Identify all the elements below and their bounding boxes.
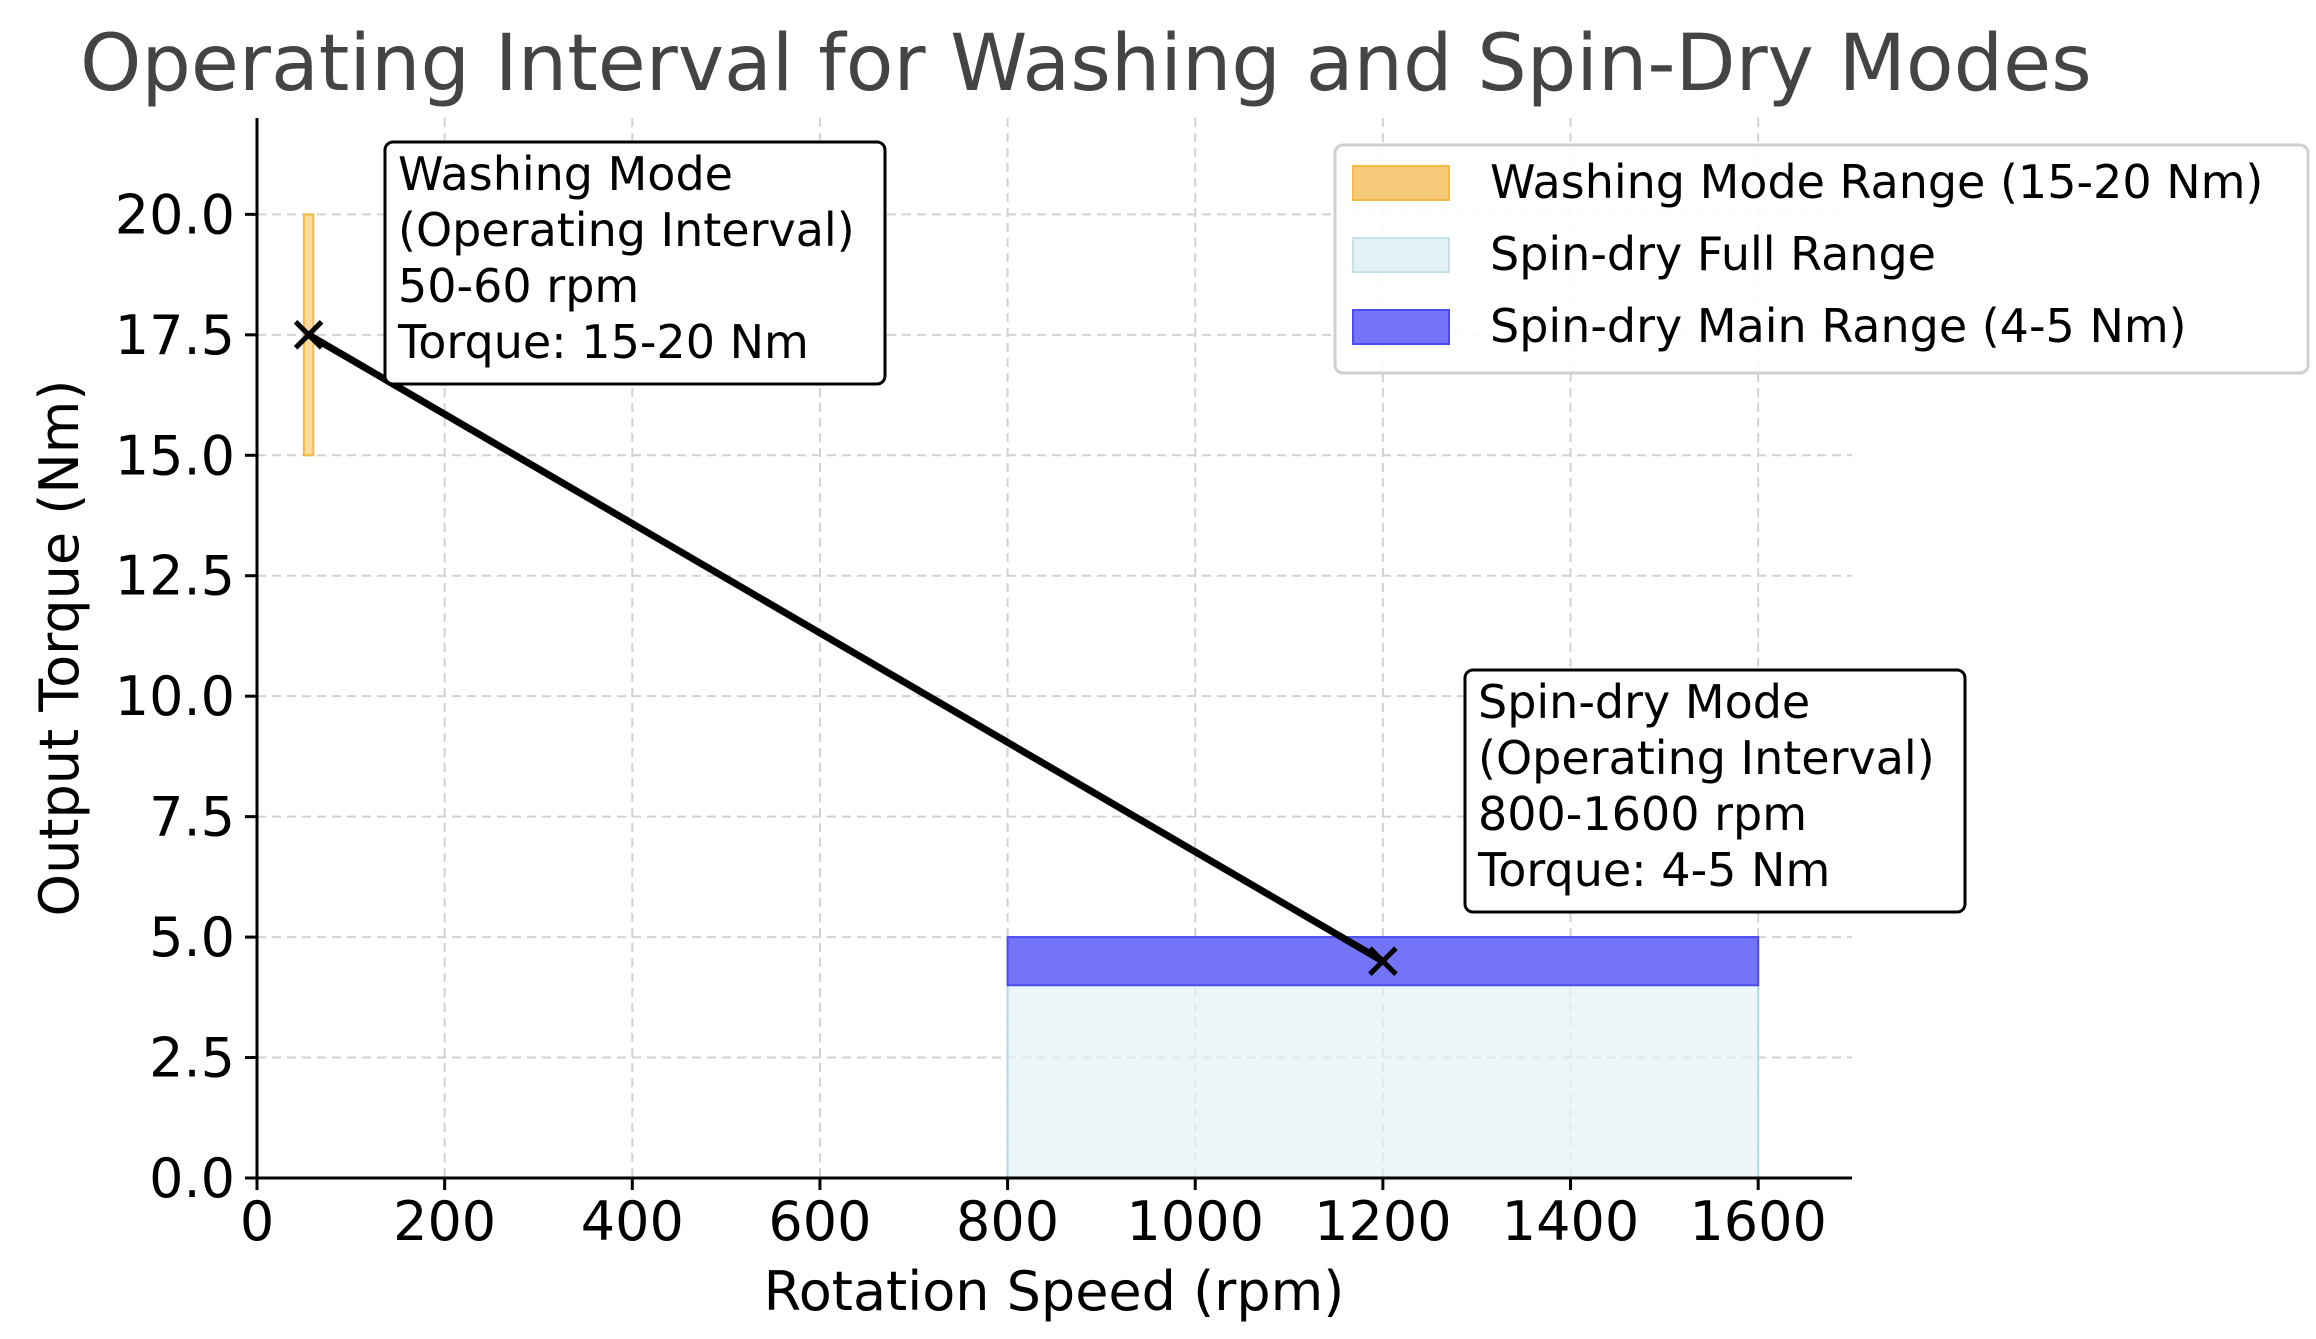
annotation-box (383, 140, 887, 386)
legend-swatch-spin-main (1352, 309, 1450, 345)
y-tick-label: 15.0 (115, 424, 235, 487)
x-tick-label: 1600 (1689, 1190, 1826, 1253)
x-tick-label: 1200 (1314, 1190, 1451, 1253)
annotation-spin-dry-mode: Spin-dry Mode (Operating Interval) 800-1… (1463, 668, 1967, 914)
series-layer (293, 320, 1398, 976)
annotation-washing-mode: Washing Mode (Operating Interval) 50-60 … (383, 140, 887, 386)
x-tick-label: 800 (956, 1190, 1059, 1253)
y-tick-label: 12.5 (115, 545, 235, 608)
annotation-line: Torque: 15-20 Nm (397, 315, 809, 369)
legend-swatch-spin-full (1352, 237, 1450, 273)
x-axis-label: Rotation Speed (rpm) (764, 1260, 1345, 1323)
marker-stroke (1368, 946, 1398, 976)
x-tick-label: 200 (393, 1190, 496, 1253)
annotation-line: 800-1600 rpm (1478, 787, 1807, 841)
annotation-line: Washing Mode (398, 147, 733, 201)
annotation-line: Torque: 4-5 Nm (1477, 843, 1830, 897)
legend-label-spin-full: Spin-dry Full Range (1490, 227, 1936, 281)
y-tick-label: 17.5 (115, 304, 235, 367)
tick-layer: 0 200 400 600 800 1000 1200 1400 1600 0.0 2.5 5.0 7.… (115, 183, 1827, 1253)
annotation-line: 50-60 rpm (398, 259, 639, 313)
data-point-marker (293, 320, 324, 350)
x-tick-label: 400 (581, 1190, 684, 1253)
y-tick-label: 2.5 (149, 1027, 235, 1090)
x-tick-label: 1000 (1127, 1190, 1264, 1253)
legend-frame (1333, 143, 2310, 375)
annotation-line: (Operating Interval) (1478, 731, 1935, 785)
legend-label-spin-main: Spin-dry Main Range (4-5 Nm) (1490, 299, 2187, 353)
marker-stroke (293, 320, 324, 350)
y-tick-label: 7.5 (149, 786, 235, 849)
legend-swatch-washing (1352, 165, 1450, 201)
annotation-box (1463, 668, 1967, 914)
y-axis-label: Output Torque (Nm) (28, 380, 91, 917)
y-tick-label: 20.0 (115, 183, 235, 246)
legend: Washing Mode Range (15-20 Nm) Spin-dry F… (1333, 143, 2310, 375)
axes (255, 118, 1852, 1180)
series-line (306, 331, 1385, 965)
x-tick-label: 600 (768, 1190, 871, 1253)
chart-title: Operating Interval for Washing and Spin-… (80, 19, 2092, 109)
x-tick-label: 0 (240, 1190, 274, 1253)
x-tick-label: 1400 (1502, 1190, 1639, 1253)
data-point-marker (1368, 946, 1398, 976)
y-tick-label: 10.0 (115, 665, 235, 728)
y-tick-label: 0.0 (149, 1147, 235, 1210)
y-tick-label: 5.0 (149, 906, 235, 969)
legend-label-washing: Washing Mode Range (15-20 Nm) (1490, 155, 2263, 209)
annotation-line: (Operating Interval) (398, 203, 855, 257)
annotation-line: Spin-dry Mode (1478, 675, 1810, 729)
